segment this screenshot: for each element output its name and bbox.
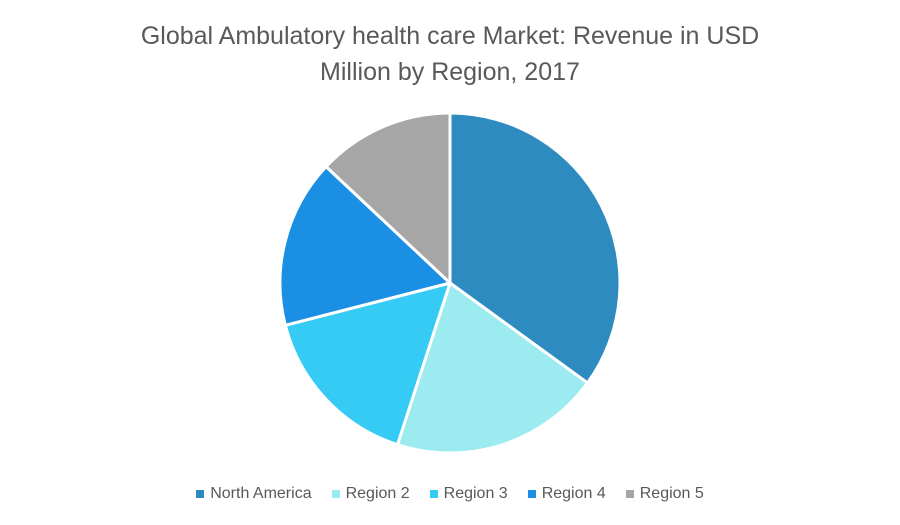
pie-slice-region-3 bbox=[283, 281, 452, 447]
legend-swatch bbox=[625, 490, 634, 498]
legend-item-region-2: Region 2 bbox=[331, 485, 410, 503]
chart-title-line-2: Million by Region, 2017 bbox=[320, 58, 580, 86]
legend-item-north-america: North America bbox=[196, 485, 312, 503]
pie-slice-region-5 bbox=[324, 111, 452, 285]
legend-item-region-3: Region 3 bbox=[429, 485, 508, 503]
legend-swatch bbox=[429, 490, 438, 498]
pie-slice-region-2 bbox=[395, 281, 590, 455]
legend-item-region-5: Region 5 bbox=[625, 485, 704, 503]
legend-label: Region 3 bbox=[443, 485, 508, 502]
chart-title-line-1: Global Ambulatory health care Market: Re… bbox=[140, 22, 760, 50]
legend-label: Region 4 bbox=[541, 485, 606, 502]
legend-swatch bbox=[527, 490, 536, 498]
legend-swatch bbox=[331, 490, 340, 498]
chart-title: Global Ambulatory health care Market: Re… bbox=[0, 18, 900, 90]
legend-label: Region 5 bbox=[639, 485, 704, 502]
legend-label: North America bbox=[210, 485, 312, 502]
pie-slice-region-4 bbox=[278, 165, 452, 327]
pie-slice-north-america bbox=[448, 111, 622, 385]
legend-item-region-4: Region 4 bbox=[527, 485, 606, 503]
legend: North America Region 2 Region 3 Region 4 Reg… bbox=[0, 482, 900, 506]
legend-swatch bbox=[196, 490, 205, 498]
legend-label: Region 2 bbox=[345, 485, 410, 502]
